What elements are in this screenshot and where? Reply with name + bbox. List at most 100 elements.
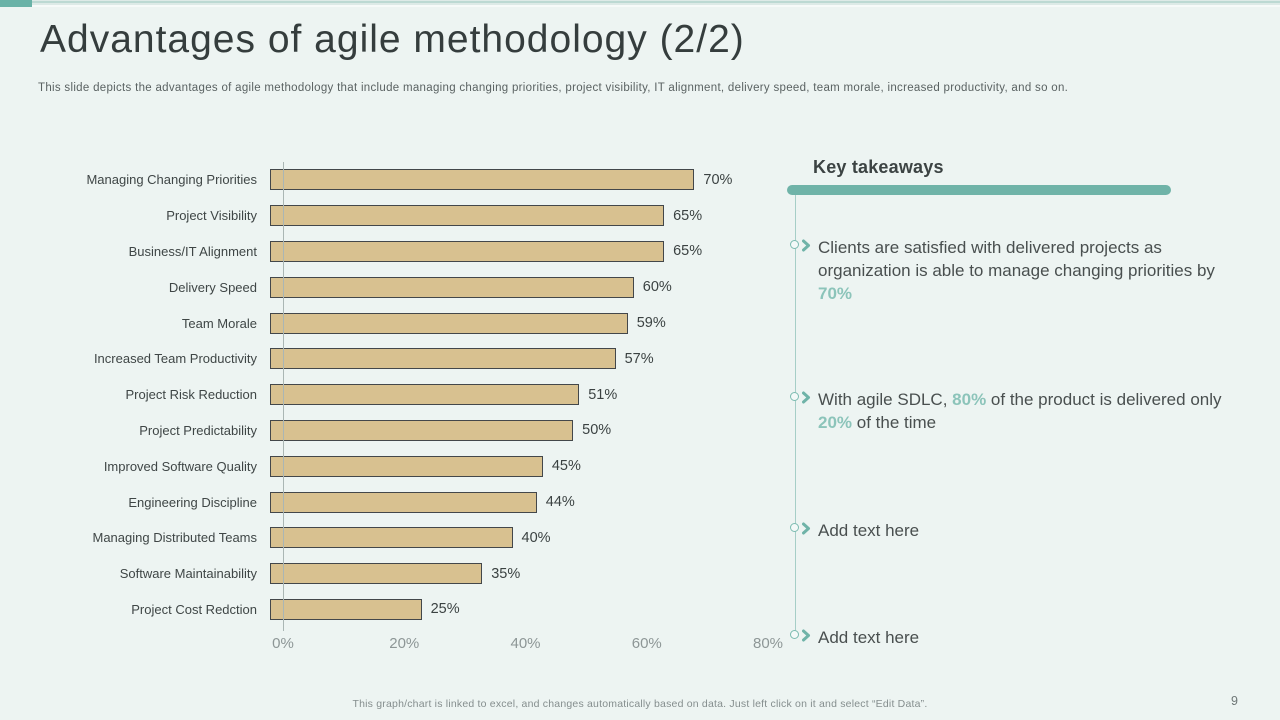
takeaway-highlight-value: 20% — [818, 413, 853, 432]
bullet-circle-icon — [790, 240, 799, 249]
chart-bar-value: 51% — [588, 386, 618, 403]
top-accent-left-segment — [0, 0, 32, 7]
chart-row: Project Cost Redction 25% — [40, 592, 785, 628]
takeaways-accent-bar — [787, 185, 1171, 195]
chart-row: Project Predictability 50% — [40, 413, 785, 449]
bullet-circle-icon — [790, 630, 799, 639]
chart-bar[interactable] — [270, 205, 665, 227]
chart-category-label: Managing Distributed Teams — [92, 530, 257, 546]
chart-row: Business/IT Alignment 65% — [40, 234, 785, 270]
chart-row: Software Maintainability 35% — [40, 556, 785, 592]
chart-bar[interactable] — [270, 312, 628, 334]
takeaway-text-segment: With agile SDLC, — [818, 390, 953, 409]
chart-bar-zone: 45% — [270, 448, 785, 484]
chart-bar-value: 60% — [642, 279, 672, 296]
takeaways-timeline-line — [795, 195, 796, 638]
takeaway-text[interactable]: Add text here — [818, 626, 1243, 649]
chart-category-label: Business/IT Alignment — [128, 243, 257, 259]
takeaway-bullet-marker — [790, 391, 810, 404]
chart-bar[interactable] — [270, 491, 537, 513]
chart-category-label: Managing Changing Priorities — [86, 172, 257, 188]
chart-bar-zone: 65% — [270, 234, 785, 270]
chart-x-tick-label: 0% — [272, 635, 294, 653]
chart-bar[interactable] — [270, 348, 616, 370]
chart-bar-zone: 59% — [270, 305, 785, 341]
chart-category-label: Project Cost Redction — [131, 601, 257, 617]
chart-row: Increased Team Productivity 57% — [40, 341, 785, 377]
chart-bar-zone: 35% — [270, 556, 785, 592]
chart-bar[interactable] — [270, 419, 574, 441]
takeaway-bullet-marker — [790, 522, 810, 535]
takeaway-text[interactable]: With agile SDLC, 80% of the product is d… — [818, 388, 1243, 434]
chart-bar-value: 59% — [636, 315, 666, 332]
chart-y-axis-line — [283, 162, 284, 631]
top-accent-strip — [0, 0, 1280, 7]
chart-bar-value: 65% — [673, 207, 703, 224]
key-takeaways-panel: Key takeaways Clients are satisfied with… — [787, 155, 1257, 665]
chart-category-label: Improved Software Quality — [103, 458, 257, 474]
chart-bar-zone: 60% — [270, 269, 785, 305]
chart-bar[interactable] — [270, 527, 513, 549]
bar-chart[interactable]: Managing Changing Priorities 70% Project V… — [40, 162, 785, 659]
chart-bar[interactable] — [270, 563, 483, 585]
chart-bar[interactable] — [270, 276, 634, 298]
chart-bar-zone: 51% — [270, 377, 785, 413]
chart-bar-value: 40% — [521, 529, 551, 546]
chart-category-label: Project Visibility — [166, 208, 257, 224]
chevron-right-icon — [802, 522, 811, 540]
chevron-right-icon — [802, 239, 811, 257]
chart-category-label: Project Risk Reduction — [125, 387, 258, 403]
takeaway-text[interactable]: Clients are satisfied with delivered pro… — [818, 236, 1243, 305]
page-subtitle: This slide depicts the advantages of agi… — [38, 82, 1069, 94]
chart-row: Engineering Discipline 44% — [40, 484, 785, 520]
chart-bar-value: 35% — [491, 565, 521, 582]
footer-note: This graph/chart is linked to excel, and… — [352, 698, 928, 710]
takeaway-text-segment: Add text here — [818, 628, 920, 647]
chart-category-label: Team Morale — [181, 315, 257, 331]
chart-row: Managing Changing Priorities 70% — [40, 162, 785, 198]
chart-x-axis-ticks: 0% 20% 40% 60% 80% — [272, 635, 785, 659]
takeaway-text-segment: of the time — [852, 413, 937, 432]
chart-row: Delivery Speed 60% — [40, 269, 785, 305]
chart-bar-zone: 44% — [270, 484, 785, 520]
takeaway-text-segment: Add text here — [818, 521, 920, 540]
chart-bar-zone: 40% — [270, 520, 785, 556]
chart-row: Improved Software Quality 45% — [40, 448, 785, 484]
chart-row: Managing Distributed Teams 40% — [40, 520, 785, 556]
chart-bar[interactable] — [270, 598, 422, 620]
chart-bar-zone: 57% — [270, 341, 785, 377]
chart-bar-value: 70% — [703, 171, 733, 188]
takeaway-highlight-value: 80% — [952, 390, 987, 409]
chart-category-label: Delivery Speed — [168, 279, 257, 295]
chart-bar[interactable] — [270, 455, 543, 477]
chart-category-label: Engineering Discipline — [128, 494, 257, 510]
chart-x-tick-label: 20% — [389, 635, 420, 653]
chart-bar-zone: 25% — [270, 592, 785, 628]
top-accent-line — [0, 1, 1280, 3]
chart-bar-zone: 65% — [270, 198, 785, 234]
takeaway-highlight-value: 70% — [818, 284, 853, 303]
chart-bar[interactable] — [270, 240, 665, 262]
chart-bar-value: 25% — [430, 601, 460, 618]
takeaway-text[interactable]: Add text here — [818, 519, 1243, 542]
chart-category-label: Increased Team Productivity — [93, 351, 257, 367]
chart-bar-value: 57% — [624, 350, 654, 367]
chart-bar-zone: 50% — [270, 413, 785, 449]
chart-row: Team Morale 59% — [40, 305, 785, 341]
takeaway-bullet-marker — [790, 629, 810, 642]
chart-bar[interactable] — [270, 384, 580, 406]
chart-bar[interactable] — [270, 169, 695, 191]
key-takeaways-heading: Key takeaways — [813, 157, 944, 177]
takeaway-text-segment: of the product is delivered only — [986, 390, 1222, 409]
chart-bar-value: 44% — [545, 494, 575, 511]
bullet-circle-icon — [790, 523, 799, 532]
page-number: 9 — [1231, 694, 1238, 708]
takeaway-bullet-marker — [790, 239, 810, 252]
chart-x-tick-label: 40% — [510, 635, 541, 653]
chart-bar-value: 45% — [551, 458, 581, 475]
chart-category-label: Software Maintainability — [119, 566, 257, 582]
chevron-right-icon — [802, 391, 811, 409]
chart-x-tick-label: 80% — [752, 635, 784, 653]
chart-x-tick-label: 60% — [631, 635, 662, 653]
chart-bar-value: 50% — [582, 422, 612, 439]
